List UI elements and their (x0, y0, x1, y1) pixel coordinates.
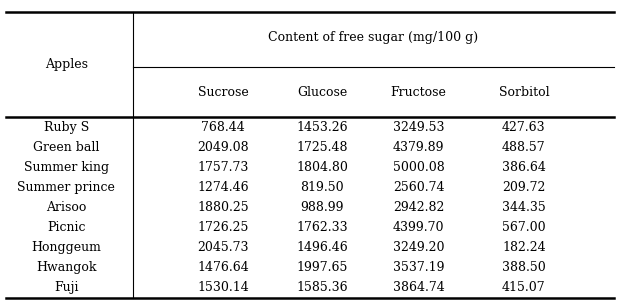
Text: 1997.65: 1997.65 (297, 261, 348, 274)
Text: 1880.25: 1880.25 (197, 201, 249, 214)
Text: Picnic: Picnic (47, 221, 86, 234)
Text: 1757.73: 1757.73 (198, 161, 249, 174)
Text: 488.57: 488.57 (502, 141, 546, 154)
Text: 1726.25: 1726.25 (198, 221, 249, 234)
Text: 427.63: 427.63 (502, 121, 546, 133)
Text: 209.72: 209.72 (502, 181, 546, 194)
Text: 988.99: 988.99 (301, 201, 344, 214)
Text: Summer king: Summer king (24, 161, 109, 174)
Text: 819.50: 819.50 (301, 181, 344, 194)
Text: 4399.70: 4399.70 (392, 221, 445, 234)
Text: Hwangok: Hwangok (36, 261, 97, 274)
Text: Summer prince: Summer prince (17, 181, 115, 194)
Text: 1274.46: 1274.46 (197, 181, 249, 194)
Text: 1476.64: 1476.64 (197, 261, 249, 274)
Text: Sucrose: Sucrose (198, 86, 249, 99)
Text: 3249.53: 3249.53 (392, 121, 445, 133)
Text: Green ball: Green ball (33, 141, 100, 154)
Text: 3537.19: 3537.19 (392, 261, 445, 274)
Text: Honggeum: Honggeum (32, 241, 101, 254)
Text: 1585.36: 1585.36 (296, 282, 348, 294)
Text: 1453.26: 1453.26 (296, 121, 348, 133)
Text: 2560.74: 2560.74 (392, 181, 445, 194)
Text: 2942.82: 2942.82 (393, 201, 444, 214)
Text: Glucose: Glucose (297, 86, 348, 99)
Text: 388.50: 388.50 (502, 261, 546, 274)
Text: Apples: Apples (45, 58, 88, 71)
Text: 1725.48: 1725.48 (296, 141, 348, 154)
Text: 1530.14: 1530.14 (197, 282, 249, 294)
Text: 768.44: 768.44 (202, 121, 245, 133)
Text: Fuji: Fuji (54, 282, 79, 294)
Text: 3864.74: 3864.74 (392, 282, 445, 294)
Text: 3249.20: 3249.20 (392, 241, 445, 254)
Text: 1762.33: 1762.33 (296, 221, 348, 234)
Text: 415.07: 415.07 (502, 282, 546, 294)
Text: Content of free sugar (mg/100 g): Content of free sugar (mg/100 g) (268, 32, 479, 44)
Text: 1804.80: 1804.80 (296, 161, 348, 174)
Text: 182.24: 182.24 (502, 241, 546, 254)
Text: Fructose: Fructose (391, 86, 446, 99)
Text: 2045.73: 2045.73 (197, 241, 249, 254)
Text: 2049.08: 2049.08 (197, 141, 249, 154)
Text: 344.35: 344.35 (502, 201, 546, 214)
Text: 4379.89: 4379.89 (392, 141, 445, 154)
Text: 386.64: 386.64 (502, 161, 546, 174)
Text: Ruby S: Ruby S (44, 121, 89, 133)
Text: 5000.08: 5000.08 (392, 161, 445, 174)
Text: 567.00: 567.00 (502, 221, 546, 234)
Text: Arisoo: Arisoo (46, 201, 87, 214)
Text: Sorbitol: Sorbitol (498, 86, 549, 99)
Text: 1496.46: 1496.46 (296, 241, 348, 254)
